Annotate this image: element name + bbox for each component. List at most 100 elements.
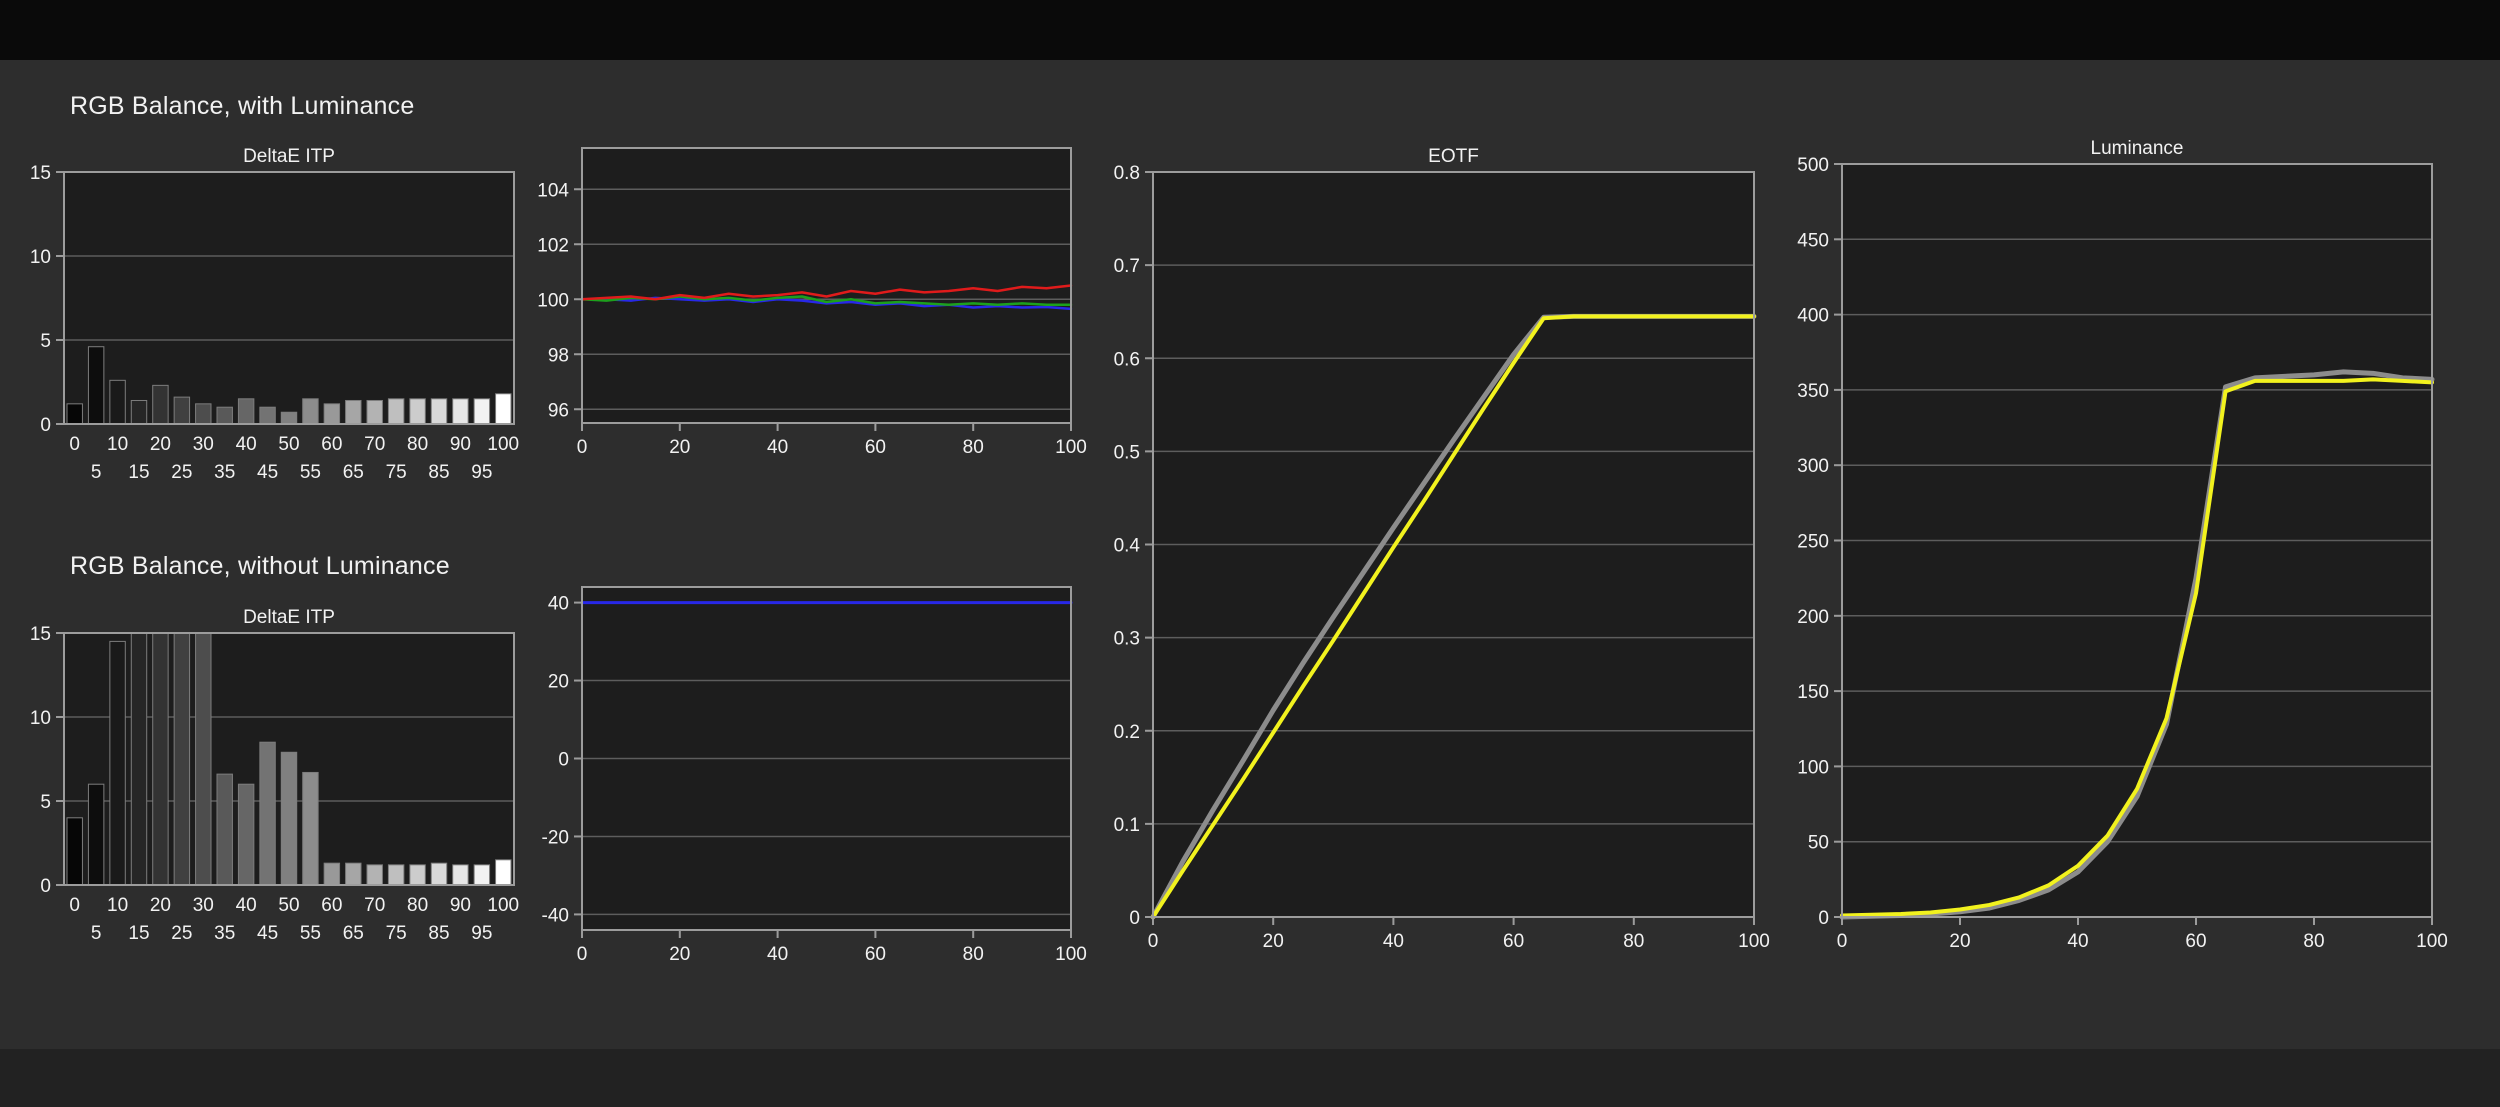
x-tick-label: 0 xyxy=(577,944,588,965)
bar-20 xyxy=(152,384,169,425)
x-tick-label: 0 xyxy=(69,895,80,916)
x-tick-label: 90 xyxy=(450,434,471,455)
section-title-without-luminance: RGB Balance, without Luminance xyxy=(70,552,450,580)
bar-85 xyxy=(430,862,448,886)
x-tick-label: 20 xyxy=(1949,931,1970,952)
x-tick-label: 50 xyxy=(278,895,299,916)
y-tick-label: 98 xyxy=(548,345,569,366)
y-tick-label: 104 xyxy=(537,180,569,201)
bar-15 xyxy=(130,632,148,886)
bar-95 xyxy=(473,398,491,425)
y-tick-label: 0.1 xyxy=(1114,815,1140,836)
section-title-with-luminance: RGB Balance, with Luminance xyxy=(70,92,415,120)
bar-100 xyxy=(495,393,512,425)
x-tick-label: 75 xyxy=(386,923,407,944)
x-tick-label: 55 xyxy=(300,462,321,483)
bar-50 xyxy=(280,411,298,425)
y-tick-label: 0 xyxy=(1818,908,1829,929)
bar-75 xyxy=(387,864,405,886)
x-tick-label: 40 xyxy=(767,437,788,458)
bar-5 xyxy=(87,783,105,886)
plot-border xyxy=(63,171,515,425)
bar-30 xyxy=(195,632,212,886)
plot-border xyxy=(581,147,1072,424)
chart-title: DeltaE ITP xyxy=(243,146,335,167)
y-tick-label: 15 xyxy=(30,163,51,184)
y-tick-label: 50 xyxy=(1808,833,1829,854)
x-tick-label: 30 xyxy=(193,434,214,455)
y-tick-label: 20 xyxy=(548,672,569,693)
x-tick-label: 0 xyxy=(69,434,80,455)
y-tick-label: 102 xyxy=(537,235,569,256)
bar-65 xyxy=(345,399,362,425)
bar-30 xyxy=(195,403,212,425)
bar-65 xyxy=(345,862,362,886)
x-tick-label: 85 xyxy=(428,462,449,483)
y-tick-label: 400 xyxy=(1797,306,1829,327)
bar-45 xyxy=(259,741,276,886)
x-tick-label: 20 xyxy=(669,437,690,458)
bar-25 xyxy=(173,632,191,886)
bar-45 xyxy=(259,406,276,425)
x-tick-label: 40 xyxy=(2067,931,2088,952)
chart-title: EOTF xyxy=(1428,146,1479,167)
y-tick-label: -40 xyxy=(542,905,569,926)
series-red xyxy=(580,284,1073,301)
y-tick-label: 0.7 xyxy=(1114,256,1140,277)
chart-eotf: EOTF 0 0.1 0.2 0.3 0.4 0.5 0.6 0.7 0.8 0 20 40 60 80 10… xyxy=(1114,146,1770,952)
x-tick-label: 40 xyxy=(236,895,257,916)
y-tick-label: 300 xyxy=(1797,456,1829,477)
bar-90 xyxy=(452,398,469,425)
y-tick-label: 450 xyxy=(1797,230,1829,251)
x-tick-label: 100 xyxy=(1738,931,1770,952)
y-tick-label: 10 xyxy=(30,708,51,729)
y-tick-label: 150 xyxy=(1797,682,1829,703)
x-tick-label: 45 xyxy=(257,923,278,944)
x-tick-label: 60 xyxy=(1503,931,1524,952)
x-tick-label: 95 xyxy=(471,923,492,944)
bar-40 xyxy=(237,783,255,886)
x-tick-label: 25 xyxy=(171,462,192,483)
x-tick-label: 70 xyxy=(364,895,385,916)
x-tick-label: 10 xyxy=(107,434,128,455)
bar-70 xyxy=(366,399,383,425)
y-tick-label: 0.8 xyxy=(1114,163,1140,184)
bar-60 xyxy=(323,862,341,886)
y-tick-label: 40 xyxy=(548,594,569,615)
x-tick-label: 80 xyxy=(963,437,984,458)
x-tick-label: 25 xyxy=(171,923,192,944)
x-tick-label: 15 xyxy=(128,923,149,944)
y-tick-label: 15 xyxy=(30,624,51,645)
top-band xyxy=(0,0,2500,60)
x-tick-label: 60 xyxy=(321,434,342,455)
x-tick-label: 45 xyxy=(257,462,278,483)
x-tick-label: 100 xyxy=(1055,944,1087,965)
y-tick-label: 5 xyxy=(40,331,51,352)
y-tick-label: 0 xyxy=(558,750,569,771)
x-tick-label: 80 xyxy=(963,944,984,965)
x-tick-label: 50 xyxy=(278,434,299,455)
x-tick-label: 90 xyxy=(450,895,471,916)
bar-95 xyxy=(473,864,491,886)
series-measured-yellow xyxy=(1151,314,1756,919)
y-tick-label: 0 xyxy=(40,415,51,436)
y-tick-label: 96 xyxy=(548,400,569,421)
x-tick-label: 80 xyxy=(407,895,428,916)
y-tick-label: 0 xyxy=(40,876,51,897)
x-tick-label: 0 xyxy=(1148,931,1159,952)
x-tick-label: 75 xyxy=(386,462,407,483)
x-tick-label: 40 xyxy=(1383,931,1404,952)
x-tick-label: 100 xyxy=(2416,931,2448,952)
y-tick-label: 350 xyxy=(1797,381,1829,402)
x-tick-label: 0 xyxy=(1837,931,1848,952)
y-tick-label: 0.5 xyxy=(1114,442,1140,463)
x-tick-label: 100 xyxy=(487,895,519,916)
plot-area xyxy=(64,172,514,424)
bar-100 xyxy=(495,859,512,886)
x-tick-label: 100 xyxy=(1055,437,1087,458)
y-tick-label: 100 xyxy=(537,290,569,311)
x-tick-label: 65 xyxy=(343,462,364,483)
y-tick-label: 5 xyxy=(40,792,51,813)
x-tick-label: 15 xyxy=(128,462,149,483)
chart-deltae-with-luminance: DeltaE ITP051015051015202530354045505560… xyxy=(30,146,519,483)
